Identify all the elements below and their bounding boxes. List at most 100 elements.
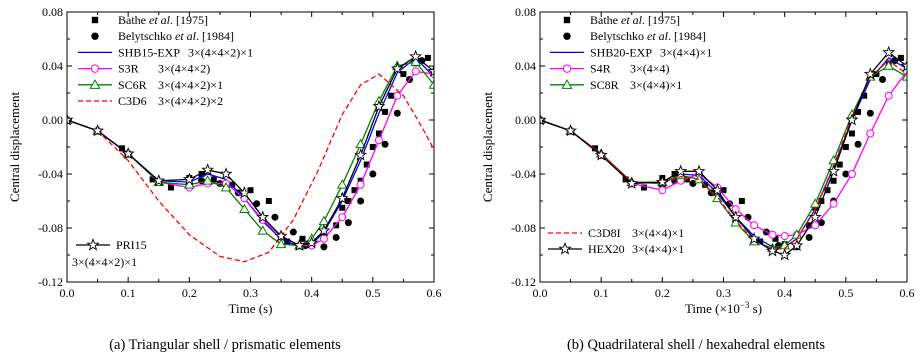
series-bathe-et-al-1975-point	[897, 54, 904, 61]
series-s3r-point	[374, 136, 383, 145]
series-pri15-point	[121, 146, 135, 160]
legend-shb20-exp-mesh: 3×(4×4)×1	[660, 45, 712, 59]
x-tick-label: 0.2	[655, 286, 670, 300]
series-sc6r-point	[239, 203, 250, 213]
series-bathe-et-al-1975-point	[388, 92, 395, 99]
series-pri15-point	[256, 210, 270, 223]
series-bathe-et-al-1975-point	[683, 176, 690, 183]
legend-pri15-mesh: 3×(4×4×2)×1	[72, 255, 137, 269]
series-bathe-et-al-1975-point	[824, 187, 831, 194]
series-bathe-et-al-1975-point	[345, 198, 352, 204]
series-hex20-point	[594, 148, 608, 161]
series-pri15-point	[292, 238, 306, 252]
legend-belytschko-et-al-1984-label: Belytschko et al. [1984]	[590, 29, 706, 43]
series-hex20-point	[540, 113, 547, 126]
series-bathe-et-al-1975-point	[842, 144, 849, 150]
series-belytschko-et-al-1984-point	[289, 228, 297, 236]
series-belytschko-et-al-1984-point	[357, 197, 365, 205]
series-s4r-point	[884, 91, 893, 100]
y-tick-label: -0.08	[511, 221, 536, 235]
series-bathe-et-al-1975-point	[400, 71, 407, 78]
series-pri15-point	[182, 172, 196, 185]
series-bathe-et-al-1975-point	[375, 130, 382, 137]
series-hex20-point	[747, 232, 761, 245]
series-bathe-et-al-1975-point	[210, 176, 217, 183]
legend-bathe-et-al-1975-label: Bathe et al. [1975]	[590, 13, 680, 27]
series-sc6r-point	[202, 175, 214, 185]
series-bathe-et-al-1975-point	[720, 187, 727, 194]
series-hex20-point	[882, 45, 896, 58]
series-hex20-point	[845, 113, 859, 126]
legend: Bathe et al. [1975] Belytschko et al. [19…	[548, 13, 712, 256]
legend-s3r-swatch-marker	[90, 64, 100, 73]
series-hex20-point	[790, 238, 804, 252]
series-pri15-point	[372, 99, 386, 112]
series-bathe-et-al-1975-point	[848, 130, 855, 137]
series-belytschko-et-al-1984-point	[332, 233, 340, 241]
x-axis-title: Time (s)	[229, 301, 273, 316]
series-pri15-point	[219, 167, 233, 180]
series-bathe-et-al-1975-point	[855, 108, 862, 115]
legend-sc8r-label: SC8R	[590, 78, 619, 92]
series-hex20-point	[863, 67, 877, 80]
y-tick-label: 0.04	[515, 59, 536, 73]
x-tick-label: 0.5	[838, 286, 853, 300]
x-tick-label: 0.1	[121, 286, 136, 300]
series-pri15-point	[354, 148, 368, 161]
y-tick-label: -0.04	[511, 167, 536, 181]
series-s4r-line	[540, 71, 907, 237]
legend-s4r-label: S4R	[590, 62, 611, 76]
chart-caption: (a) Triangular shell / prismatic element…	[109, 337, 341, 353]
legend-c3d8i-mesh: 3×(4×4)×1	[632, 226, 684, 240]
legend-shb15-exp-mesh: 3×(4×4×2)×1	[188, 45, 253, 59]
plot-area	[540, 45, 907, 261]
x-tick-label: 0.0	[60, 286, 75, 300]
series-sc6r-point	[220, 181, 232, 192]
y-tick-label: 0.08	[515, 5, 536, 19]
series-bathe-et-al-1975-point	[339, 204, 346, 211]
series-hex20-point	[692, 164, 706, 177]
y-axis-title: Central displacement	[480, 92, 495, 202]
series-belytschko-et-al-1984-point	[842, 170, 850, 178]
series-bathe-et-al-1975-point	[757, 238, 764, 245]
series-pri15-point	[335, 191, 349, 204]
series-bathe-et-al-1975-point	[357, 177, 364, 184]
legend-belytschko-et-al-1984-swatch-marker	[563, 32, 571, 40]
x-tick-label: 0.6	[427, 286, 442, 300]
y-tick-label: 0.08	[42, 5, 63, 19]
legend-s3r-mesh: 3×(4×4×2)	[158, 62, 210, 76]
series-hex20-point	[674, 164, 688, 177]
series-pri15-point	[390, 61, 404, 75]
legend-pri15-swatch-marker	[86, 238, 100, 251]
x-axis-title: Time (×10−3 s)	[685, 300, 762, 316]
series-hex20-point	[827, 164, 841, 177]
series-s3r-point	[356, 180, 365, 189]
legend-c3d8i-label: C3D8I	[588, 226, 621, 240]
series-bathe-et-al-1975-point	[772, 235, 779, 242]
series-bathe-et-al-1975-point	[806, 222, 813, 229]
series-pri15-point	[427, 64, 434, 77]
series-s4r-point	[780, 232, 789, 241]
series-pri15-point	[201, 163, 215, 176]
series-bathe-et-al-1975-point	[320, 231, 327, 238]
x-tick-label: 0.3	[716, 286, 731, 300]
series-s4r-point	[658, 186, 667, 195]
legend-hex20-swatch-marker	[558, 242, 572, 255]
chart-a: 0.0 0.1 0.2 0.3 0.4 0.5 0.6 -0.12 -0.08 -0.04 0.00…	[7, 5, 442, 353]
legend-bathe-et-al-1975-label: Bathe et al. [1975]	[118, 13, 208, 27]
series-bathe-et-al-1975-point	[622, 176, 629, 183]
series-bathe-et-al-1975-point	[167, 184, 174, 191]
series-bathe-et-al-1975-point	[265, 198, 272, 204]
legend-s4r-swatch-marker	[562, 64, 572, 73]
x-tick-label: 0.1	[594, 286, 609, 300]
series-pri15-point	[274, 229, 288, 242]
series-s4r-point	[811, 221, 820, 230]
legend-bathe-et-al-1975-swatch-marker	[91, 16, 99, 24]
series-belytschko-et-al-1984-point	[866, 109, 874, 117]
plot-frame	[66, 11, 435, 283]
series-bathe-et-al-1975-point	[299, 235, 306, 242]
series-sc6r-point	[428, 79, 434, 89]
series-pri15-point	[152, 173, 166, 187]
series-bathe-et-al-1975-point	[369, 144, 376, 150]
